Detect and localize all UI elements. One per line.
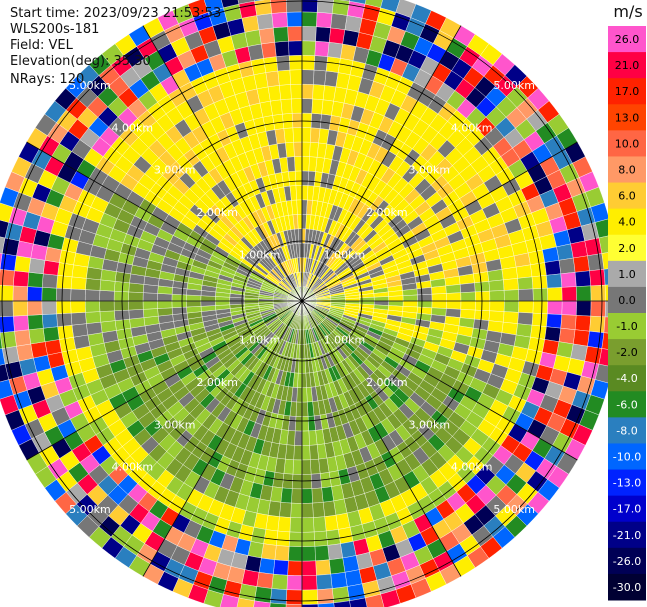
colorbar-tick-label: -17.0 <box>613 503 641 516</box>
colorbar-tick-label: 1.0 <box>618 268 636 281</box>
colorbar-tick-label: 8.0 <box>618 164 636 177</box>
colorbar-tick-label: -8.0 <box>616 424 637 437</box>
colorbar-tick-label: -2.0 <box>616 346 637 359</box>
colorbar-tick-label: 4.0 <box>618 216 636 229</box>
colorbar-tick-label: -4.0 <box>616 372 637 385</box>
radar-rays <box>0 0 621 607</box>
colorbar-tick-label: -13.0 <box>613 477 641 490</box>
colorbar-tick-label: -6.0 <box>616 398 637 411</box>
colorbar-tick-label: -26.0 <box>613 555 641 568</box>
colorbar-tick-label: 13.0 <box>615 111 640 124</box>
colorbar-tick-label: 0.0 <box>618 294 636 307</box>
colorbar-tick-label: 21.0 <box>615 59 640 72</box>
colorbar-tick-label: -1.0 <box>616 320 637 333</box>
colorbar-tick-label: 17.0 <box>615 85 640 98</box>
colorbar-tick-label: 10.0 <box>615 137 640 150</box>
radar-gate <box>349 0 367 5</box>
colorbar-unit-label: m/s <box>613 2 642 21</box>
radar-gate <box>364 0 383 9</box>
colorbar-tick-label: -10.0 <box>613 451 641 464</box>
colorbar-tick-label: -21.0 <box>613 529 641 542</box>
radar-gate <box>380 0 400 13</box>
colorbar-tick-label: 26.0 <box>615 33 640 46</box>
colorbar-tick-label: -30.0 <box>613 581 641 594</box>
radar-gate <box>316 0 334 14</box>
radar-gate <box>301 0 318 13</box>
colorbar-tick-label: 6.0 <box>618 190 636 203</box>
colorbar-tick-label: 2.0 <box>618 242 636 255</box>
radar-gate <box>339 0 350 2</box>
